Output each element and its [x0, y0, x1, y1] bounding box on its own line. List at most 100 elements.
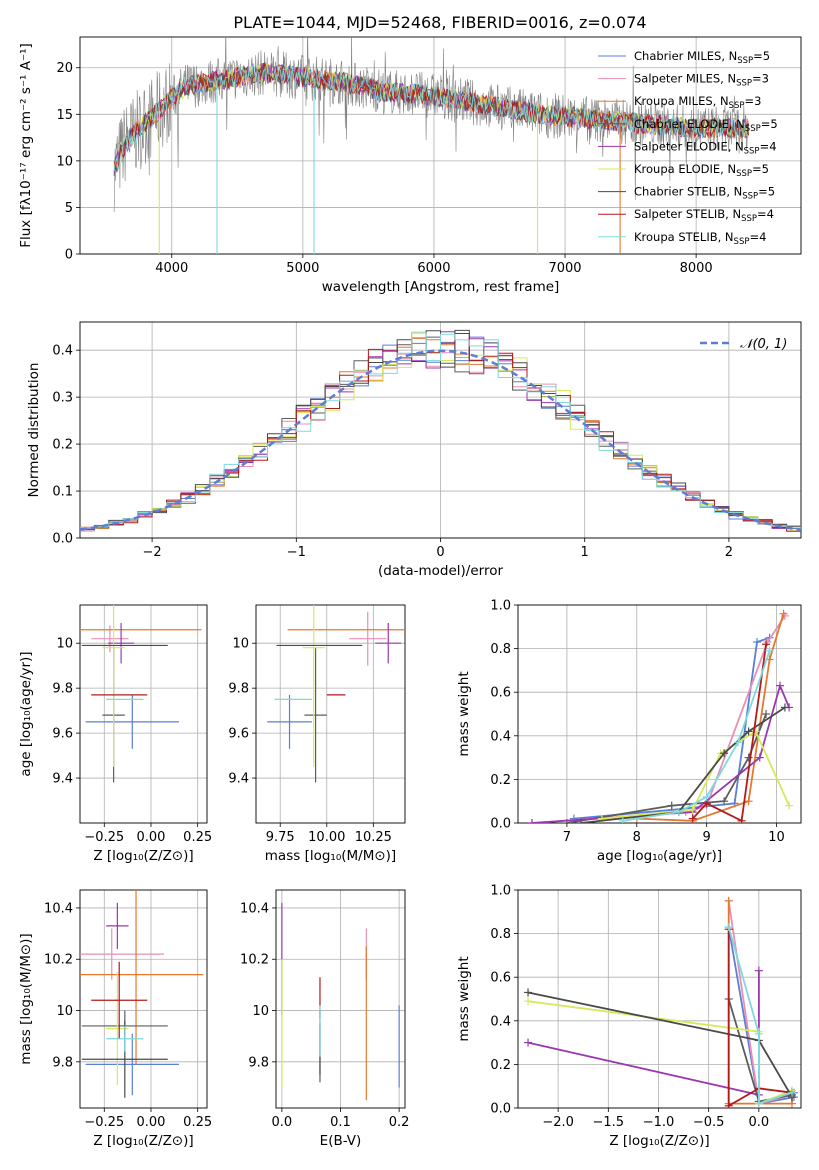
massweight_vs_Z-marker — [524, 997, 533, 1006]
massweight_vs_age-marker — [702, 792, 711, 801]
residual_hist-xtick-label: 0 — [436, 545, 444, 560]
spectrum-xtick-label: 8000 — [680, 261, 713, 276]
massweight_vs_Z-marker — [787, 1088, 796, 1097]
massweight_vs_age-marker — [776, 681, 785, 690]
errorbar-point — [304, 647, 327, 783]
massweight_vs_age-ytick-label: 0.2 — [490, 773, 511, 788]
age_vs_mass-xtick-label: 10.25 — [355, 830, 392, 845]
age_vs_mass-ytick-label: 9.4 — [228, 772, 249, 787]
errorbar-point — [106, 902, 129, 949]
age_vs_mass-ytick-label: 10 — [232, 637, 249, 652]
massweight_vs_age-marker — [744, 727, 753, 736]
massweight_vs_age-marker — [720, 749, 729, 758]
mass_vs_ebv-panel: 0.0 0.1 0.2 9.8 10 10.2 10.4 E(B-V) — [240, 889, 409, 1149]
massweight_vs_Z-marker — [754, 1099, 763, 1108]
massweight_vs_Z-ytick-label: 0.0 — [490, 1102, 511, 1117]
residual_hist-ylabel: Normed distribution — [26, 363, 42, 498]
legend-label: Salpeter MILES, NSSP=3 — [634, 72, 769, 89]
residual_hist-ytick-label: 0.2 — [52, 438, 73, 453]
mass_vs_Z-xlabel: Z [log₁₀(Z/Z⊙)] — [93, 1133, 193, 1149]
massweight_vs_age-marker — [674, 808, 683, 817]
massweight_vs_Z-ytick-label: 1.0 — [490, 884, 511, 899]
mass_vs_ebv-ytick-label: 10 — [252, 1004, 269, 1019]
massweight_vs_age-marker — [737, 816, 746, 823]
age_vs_Z-ytick-label: 9.6 — [52, 727, 73, 742]
massweight_vs_age-series-line — [601, 730, 790, 820]
massweight_vs_Z-ytick-label: 0.2 — [490, 1058, 511, 1073]
spectrum-ytick-label: 10 — [56, 154, 73, 169]
massweight_vs_age-marker — [752, 638, 761, 647]
age_vs_mass-frame — [255, 604, 406, 824]
massweight_vs_Z-marker — [754, 1029, 763, 1038]
residual_hist-xtick-label: 1 — [581, 545, 589, 560]
age_vs_Z-ylabel: age [log₁₀(age/yr)] — [18, 651, 34, 776]
massweight_vs_Z-xtick-label: 0.0 — [749, 1115, 770, 1130]
mass_vs_Z-xtick-label: 0.00 — [136, 1115, 165, 1130]
mass_vs_ebv-xlabel: E(B-V) — [320, 1133, 362, 1149]
mass_vs_Z-frame — [79, 889, 208, 1109]
legend-label: 𝒩(0, 1) — [740, 337, 787, 352]
massweight_vs_age-ytick-label: 0.8 — [490, 642, 511, 657]
age_vs_Z-xtick-label: 0.25 — [183, 830, 212, 845]
spectrum-data-line — [113, 37, 749, 213]
mass_vs_ebv-xtick-label: 0.0 — [272, 1115, 293, 1130]
massweight_vs_Z-xtick-label: −0.5 — [693, 1115, 725, 1130]
massweight_vs_age-marker — [780, 703, 789, 712]
spectrum-panel: 4000 5000 6000 7000 8000 0 5 10 15 20 wavelength [… — [18, 36, 802, 295]
legend-label: Chabrier MILES, NSSP=5 — [634, 49, 770, 66]
massweight_vs_age-marker — [688, 814, 697, 823]
errorbar-point — [102, 605, 125, 767]
age_vs_Z-ytick-label: 9.8 — [52, 682, 73, 697]
massweight_vs_Z-marker — [724, 923, 733, 932]
massweight_vs_Z-series-line — [727, 900, 793, 1105]
mass_vs_Z-xtick-label: 0.25 — [183, 1115, 212, 1130]
errorbar-point — [267, 694, 312, 749]
age_vs_mass-xtick-label: 9.75 — [266, 830, 295, 845]
age_vs_mass-ytick-label: 9.8 — [228, 682, 249, 697]
spectrum-model-line — [113, 64, 749, 172]
massweight_vs_Z-ytick-label: 0.4 — [490, 1014, 511, 1029]
residual_hist-xtick-label: −1 — [287, 545, 306, 560]
age_vs_mass-ytick-label: 9.6 — [228, 727, 249, 742]
errorbar-point — [85, 1033, 179, 1096]
mass_vs_ebv-ytick-label: 9.8 — [248, 1055, 269, 1070]
mass_vs_Z-ytick-label: 10.4 — [44, 901, 73, 916]
mass_vs_Z-ytick-label: 9.8 — [52, 1055, 73, 1070]
legend-label: Kroupa STELIB, NSSP=4 — [634, 230, 766, 247]
massweight_vs_age-ytick-label: 1.0 — [490, 599, 511, 614]
massweight_vs_age-ytick-label: 0.0 — [490, 817, 511, 832]
age_vs_Z-panel: −0.25 0.00 0.25 9.4 9.6 9.8 10 Z [log₁₀(Z/Z⊙)] a… — [18, 604, 212, 864]
residual_hist-ytick-label: 0.4 — [52, 344, 73, 359]
massweight_vs_age-xtick-label: 10 — [768, 830, 785, 845]
figure-title: PLATE=1044, MJD=52468, FIBERID=0016, z=0… — [233, 13, 646, 32]
spectrum-ytick-label: 20 — [56, 61, 73, 76]
massweight_vs_age-series-line — [692, 644, 767, 823]
legend-label: Chabrier ELODIE, NSSP=5 — [634, 117, 778, 134]
errorbar-point — [108, 622, 135, 664]
massweight_vs_age-marker — [744, 797, 753, 806]
massweight_vs_age-xtick-label: 8 — [633, 830, 641, 845]
massweight_vs_Z-xtick-label: −2.0 — [542, 1115, 574, 1130]
massweight_vs_age-marker — [765, 646, 774, 655]
massweight_vs_Z-ytick-label: 0.8 — [490, 927, 511, 942]
age_vs_mass-panel: 9.75 10.00 10.25 9.4 9.6 9.8 10 mass [log₁₀(M/M… — [228, 604, 406, 864]
spectrum-xtick-label: 7000 — [548, 261, 581, 276]
massweight_vs_age-marker — [527, 819, 536, 823]
massweight_vs_Z-ylabel: mass weight — [456, 956, 472, 1041]
mass_vs_Z-ytick-label: 10 — [56, 1004, 73, 1019]
mass_vs_ebv-frame — [275, 889, 406, 1109]
errorbar-point — [80, 890, 204, 1065]
residual_hist-xlabel: (data-model)/error — [378, 563, 504, 579]
errorbar-point — [106, 1025, 144, 1052]
spectrum-ytick-label: 15 — [56, 108, 73, 123]
legend-label: Salpeter ELODIE, NSSP=4 — [634, 139, 777, 156]
massweight_vs_age-series-line — [566, 713, 767, 823]
residual_hist-panel: −2 −1 0 1 2 0.0 0.1 0.2 0.3 0.4 (data-model)/error… — [26, 321, 802, 579]
age_vs_mass-xlabel: mass [log₁₀(M/M⊙)] — [265, 848, 396, 864]
legend-label: Kroupa ELODIE, NSSP=5 — [634, 162, 769, 179]
errorbar-point — [375, 622, 402, 664]
massweight_vs_age-marker — [751, 727, 760, 736]
massweight_vs_age-xlabel: age [log₁₀(age/yr)] — [597, 848, 722, 864]
massweight_vs_Z-series-line — [727, 998, 793, 1103]
